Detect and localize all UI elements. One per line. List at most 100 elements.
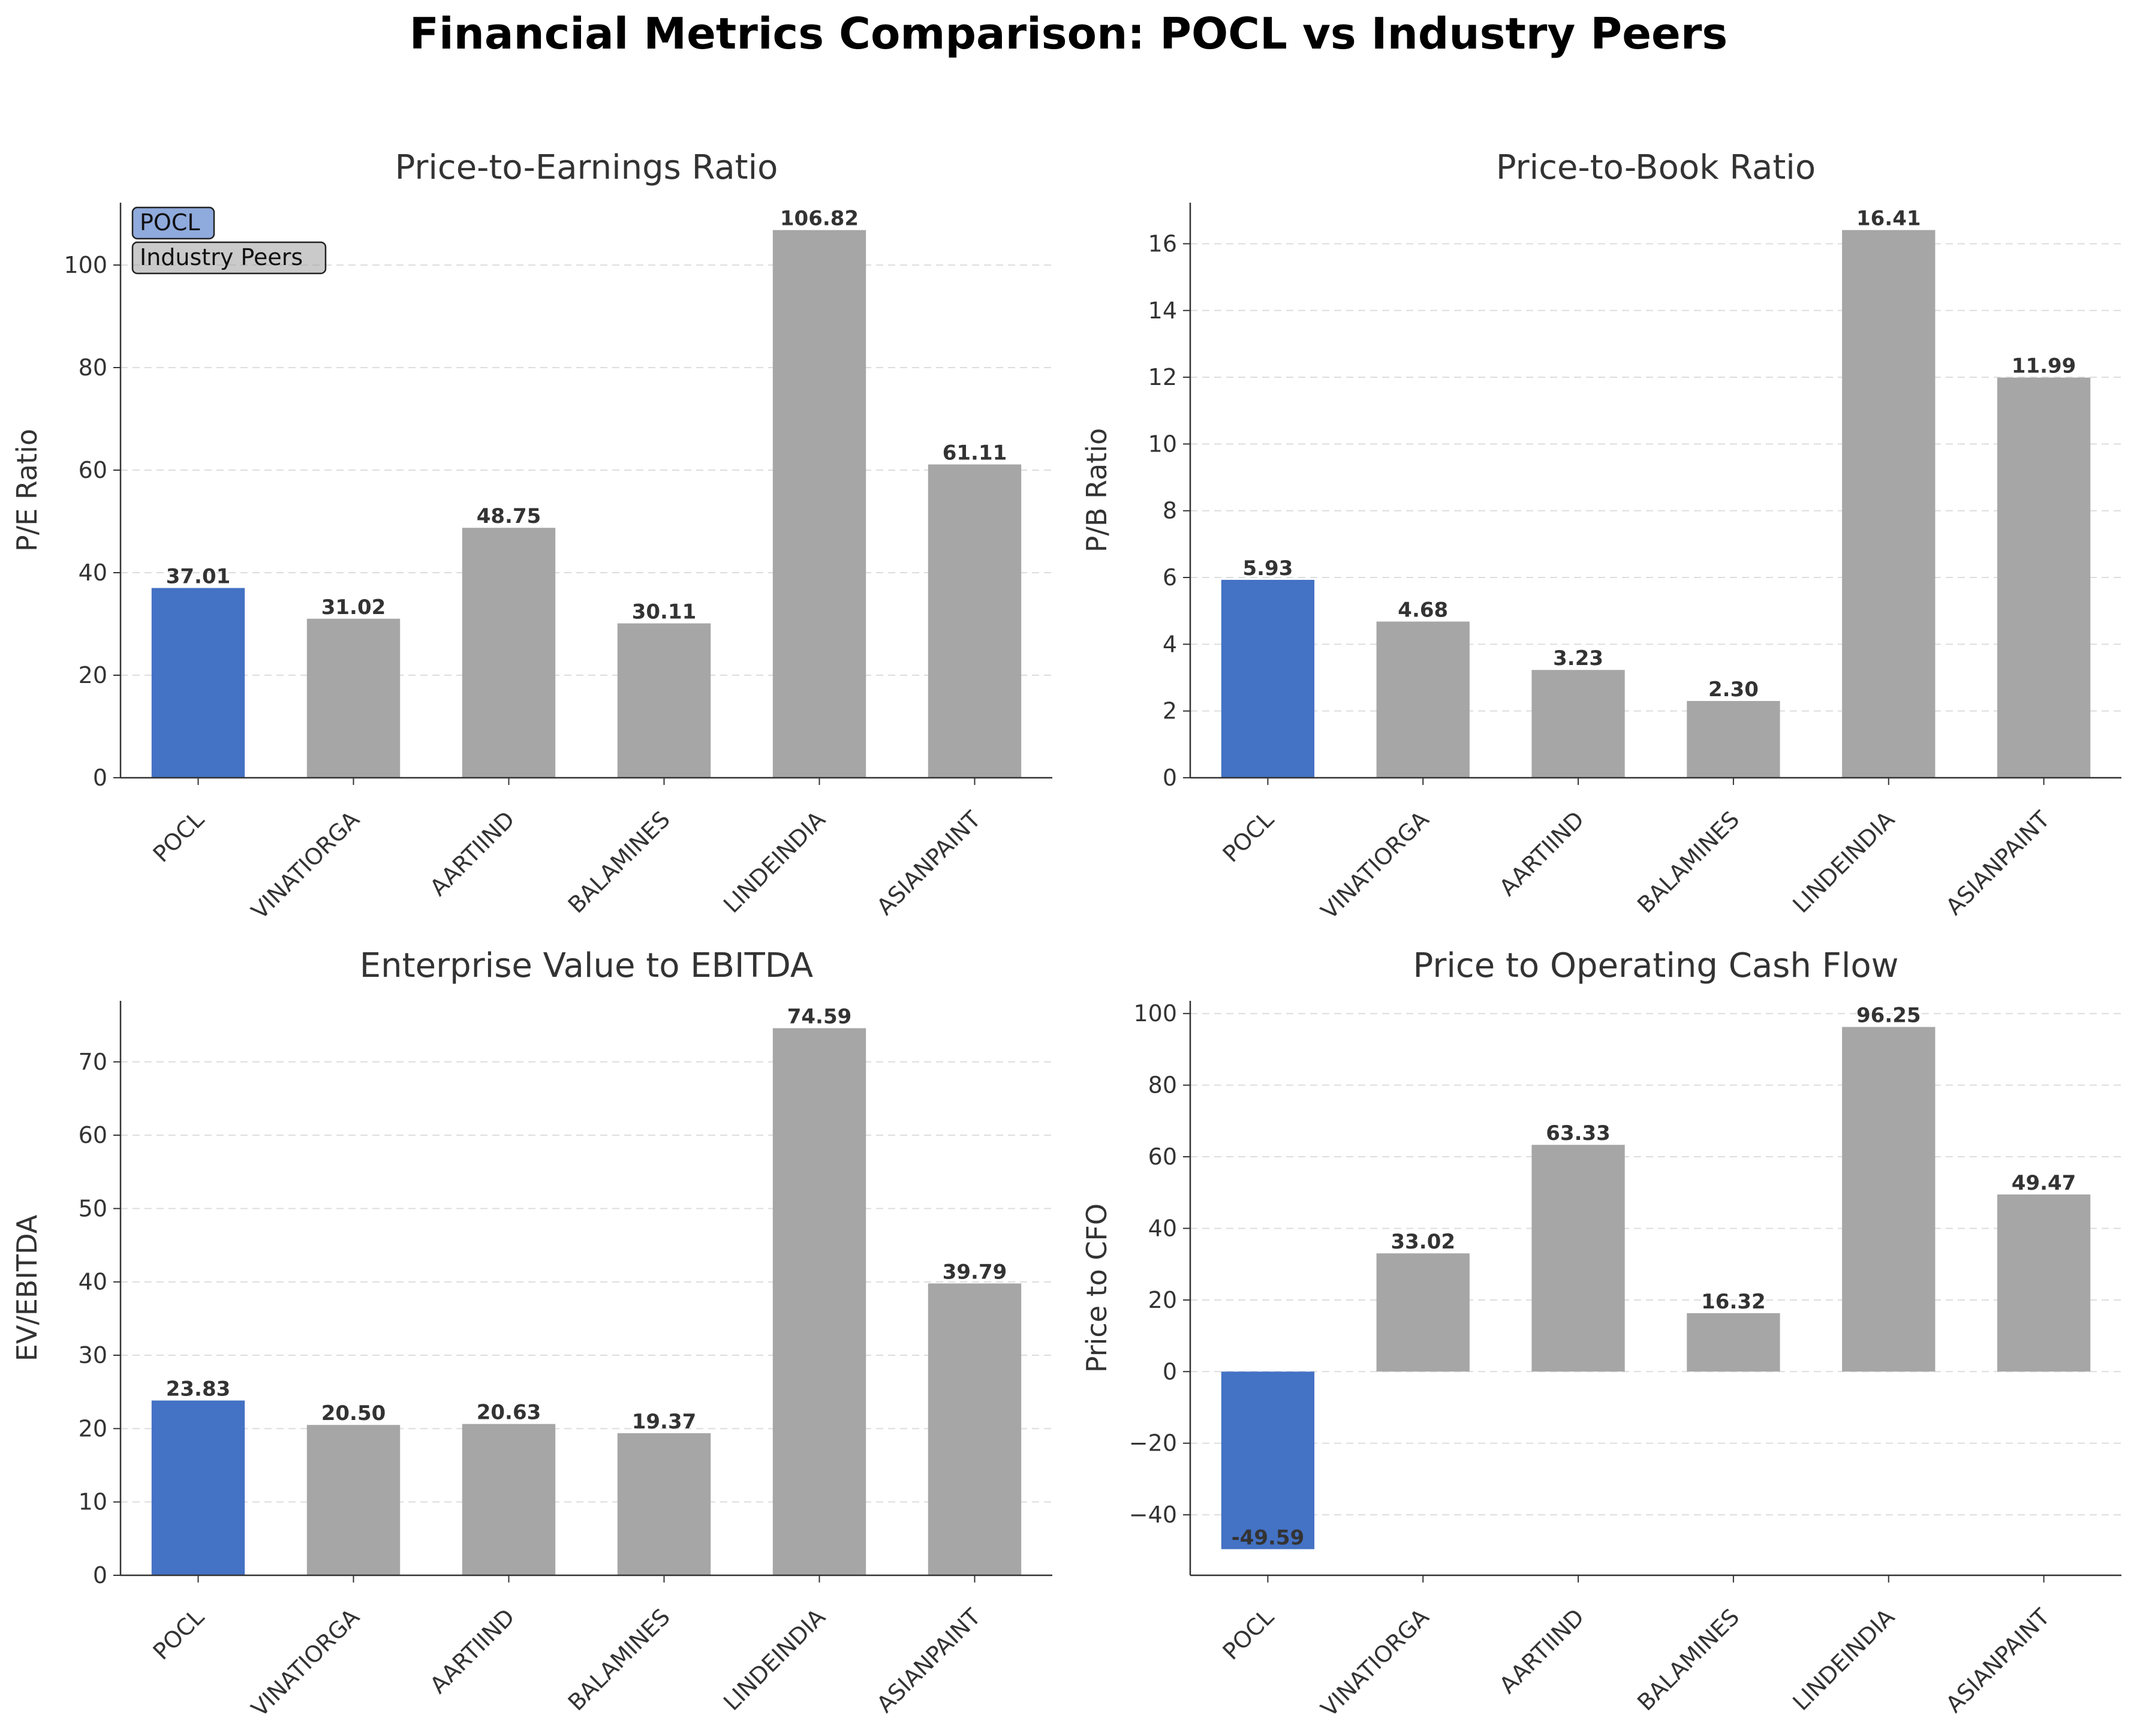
bar-value-label: 48.75 — [477, 504, 541, 528]
y-tick-label: −40 — [1129, 1502, 1177, 1528]
chart-title: Price-to-Book Ratio — [1496, 148, 1816, 187]
bar-value-label: 33.02 — [1390, 1230, 1455, 1254]
x-tick-label: VINATIORGA — [246, 806, 365, 924]
y-axis-label: Price to CFO — [1080, 1204, 1113, 1373]
bar — [928, 464, 1022, 778]
x-tick-label: BALAMINES — [1632, 806, 1744, 918]
bar-value-label: 30.11 — [632, 600, 697, 624]
bar-value-label: 74.59 — [787, 1005, 852, 1029]
bar-value-label: 39.79 — [943, 1260, 1007, 1284]
y-tick-label: 0 — [93, 1562, 107, 1588]
y-tick-label: 20 — [79, 662, 107, 688]
x-tick-label: POCL — [148, 806, 209, 867]
y-tick-label: 20 — [79, 1415, 107, 1442]
y-tick-label: 40 — [1148, 1215, 1177, 1241]
bar — [151, 588, 245, 778]
y-tick-label: 4 — [1163, 631, 1177, 657]
y-tick-label: 40 — [79, 559, 107, 586]
bar — [1842, 1027, 1936, 1372]
legend-label: Industry Peers — [140, 244, 303, 270]
bar — [928, 1283, 1022, 1575]
bar — [772, 230, 866, 778]
x-tick-label: POCL — [148, 1603, 209, 1665]
bar — [617, 1433, 711, 1575]
y-axis-label: EV/EBITDA — [11, 1214, 43, 1361]
x-tick-label: ASIANPAINT — [872, 806, 986, 920]
x-tick-label: ASIANPAINT — [872, 1603, 986, 1718]
pe-ratio-chart: 0 20 40 60 80 100 37.01 POCL 31.02 VINATIORGA 48.7… — [11, 148, 1052, 924]
bar-value-label: 5.93 — [1242, 556, 1293, 580]
x-tick-label: AARTIIND — [425, 806, 519, 901]
y-tick-label: 16 — [1148, 230, 1177, 257]
bar-value-label: 11.99 — [2012, 354, 2076, 378]
y-tick-label: 50 — [79, 1195, 107, 1221]
y-tick-label: 30 — [79, 1342, 107, 1368]
y-axis-label: P/B Ratio — [1080, 428, 1113, 553]
bar-value-label: 2.30 — [1708, 678, 1759, 702]
bar-value-label: 20.63 — [477, 1401, 541, 1425]
y-tick-label: 70 — [79, 1049, 107, 1075]
y-tick-label: 0 — [93, 765, 107, 791]
bar — [772, 1028, 866, 1575]
x-tick-label: LINDEINDIA — [1787, 1603, 1900, 1716]
bar-value-label: 49.47 — [2012, 1171, 2076, 1195]
y-tick-label: 80 — [79, 354, 107, 381]
y-tick-label: 10 — [79, 1489, 107, 1515]
bar — [1687, 700, 1780, 778]
chart-title: Price to Operating Cash Flow — [1413, 946, 1899, 985]
y-tick-label: 6 — [1163, 564, 1177, 591]
bar-value-label: 20.50 — [321, 1401, 386, 1425]
x-tick-label: BALAMINES — [1632, 1603, 1744, 1716]
bar — [306, 618, 401, 778]
x-tick-label: VINATIORGA — [246, 1603, 365, 1722]
legend-swatch — [131, 241, 327, 275]
bar-value-label: 16.41 — [1856, 207, 1921, 231]
y-tick-label: 0 — [1163, 765, 1177, 791]
bar-value-label: 3.23 — [1553, 646, 1603, 670]
x-tick-label: POCL — [1218, 806, 1279, 867]
y-tick-label: 100 — [64, 252, 107, 278]
y-tick-label: 60 — [79, 457, 107, 483]
price-cfo-chart: −40 −20 0 20 40 60 80 100 -49.59 POCL 33.02 VINATIO… — [1080, 946, 2121, 1722]
y-axis-label: P/E Ratio — [11, 429, 43, 552]
bar-value-label: 4.68 — [1398, 598, 1448, 622]
y-tick-label: 2 — [1163, 698, 1177, 724]
bar-value-label: 23.83 — [166, 1377, 231, 1401]
bar — [1997, 1194, 2091, 1372]
chart-title: Enterprise Value to EBITDA — [360, 946, 813, 985]
bar — [1687, 1313, 1780, 1372]
bar-value-label: 31.02 — [321, 595, 386, 619]
page-title: Financial Metrics Comparison: POCL vs In… — [409, 8, 1728, 59]
bar — [1531, 1145, 1625, 1372]
bar — [1376, 621, 1470, 778]
x-tick-label: AARTIIND — [1494, 806, 1589, 901]
legend-swatch — [131, 206, 215, 240]
y-tick-label: 8 — [1163, 498, 1177, 524]
y-tick-label: 12 — [1148, 364, 1177, 390]
y-tick-label: 100 — [1133, 1000, 1177, 1027]
y-tick-label: 20 — [1148, 1287, 1177, 1313]
x-tick-label: POCL — [1218, 1603, 1279, 1665]
y-tick-label: 60 — [79, 1122, 107, 1148]
y-tick-label: 0 — [1163, 1358, 1177, 1385]
bar — [1221, 1371, 1315, 1550]
y-tick-label: −20 — [1129, 1430, 1177, 1457]
x-tick-label: ASIANPAINT — [1941, 806, 2055, 920]
bar-value-label: -49.59 — [1232, 1526, 1305, 1550]
bar-value-label: 16.32 — [1701, 1290, 1766, 1314]
legend: POCL Industry Peers — [131, 206, 327, 275]
bar — [1997, 377, 2091, 778]
pb-ratio-chart: 0 2 4 6 8 10 12 14 16 5.93 POCL 4.68 VINATIORGA 3.23 A… — [1080, 148, 2121, 924]
x-tick-label: LINDEINDIA — [718, 1603, 830, 1716]
x-tick-label: AARTIIND — [1494, 1603, 1589, 1698]
bar — [1221, 579, 1315, 778]
y-tick-label: 40 — [79, 1269, 107, 1295]
y-tick-label: 80 — [1148, 1072, 1177, 1099]
y-tick-label: 60 — [1148, 1144, 1177, 1170]
bar — [1376, 1253, 1470, 1372]
bar — [306, 1425, 401, 1575]
y-tick-label: 14 — [1148, 297, 1177, 324]
bar — [1842, 230, 1936, 778]
bar-value-label: 19.37 — [632, 1410, 697, 1434]
